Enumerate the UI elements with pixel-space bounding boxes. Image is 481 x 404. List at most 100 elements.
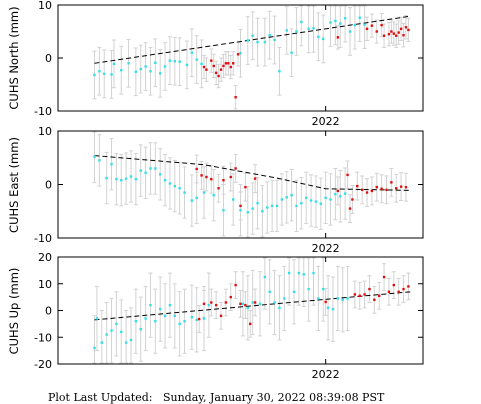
up-y-tick-label: -20	[34, 358, 52, 371]
east-data-point	[270, 204, 274, 208]
north-y-tick-label: 10	[38, 0, 52, 12]
north-data-point	[134, 70, 138, 73]
east-data-point	[275, 204, 279, 208]
east-y-axis-label: CUHS East (mm)	[7, 137, 21, 233]
north-data-point	[390, 30, 393, 33]
up-data-point	[283, 297, 286, 300]
north-data-point	[365, 27, 369, 31]
north-data-point	[312, 27, 315, 30]
up-data-point	[105, 333, 108, 336]
east-data-point	[346, 173, 349, 177]
north-data-point	[290, 51, 293, 54]
east-data-point	[343, 192, 347, 195]
east-data-point	[205, 175, 208, 179]
up-data-point	[190, 315, 194, 319]
east-data-point	[280, 198, 284, 201]
up-data-point	[368, 287, 371, 291]
north-data-point	[392, 32, 395, 35]
north-data-point	[251, 34, 254, 37]
east-data-point	[139, 169, 142, 172]
north-data-point	[139, 67, 142, 71]
up-data-point	[134, 320, 138, 323]
last-updated-footer: Plot Last Updated: Sunday, January 30, 2…	[48, 391, 385, 404]
up-data-point	[202, 317, 206, 320]
east-data-point	[202, 191, 206, 194]
east-data-point	[173, 184, 176, 188]
up-data-point	[168, 303, 172, 307]
north-data-point	[343, 17, 347, 20]
east-data-point	[105, 176, 108, 180]
east-data-point	[168, 182, 172, 185]
east-data-point	[120, 179, 123, 182]
north-data-point	[273, 38, 276, 42]
east-data-point	[256, 202, 259, 205]
east-trend-line	[94, 155, 411, 191]
up-data-point	[353, 293, 357, 296]
up-data-point	[341, 298, 344, 301]
north-data-point	[190, 51, 194, 54]
east-data-point	[295, 204, 298, 208]
east-y-tick-label: 10	[38, 125, 52, 138]
up-data-point	[219, 314, 223, 318]
up-data-point	[258, 302, 262, 306]
north-data-point	[336, 36, 340, 39]
up-data-point	[195, 318, 198, 322]
up-panel: CUHS Up (mm) -20 -10 0 10 20 2022	[7, 251, 424, 381]
east-x-tick-label: 2022	[312, 242, 340, 255]
north-panel: CUHS North (mm) -10 0 10 2022	[7, 0, 424, 128]
up-y-tick-label: 20	[38, 251, 52, 264]
north-data-point	[224, 62, 228, 65]
up-data-point	[324, 300, 327, 304]
north-data-point	[353, 23, 357, 27]
east-data-point	[98, 159, 101, 162]
east-data-point	[212, 194, 215, 197]
up-data-point	[402, 287, 405, 291]
up-data-point	[382, 275, 386, 279]
up-data-point	[358, 294, 361, 297]
north-data-point	[232, 62, 235, 65]
up-data-point	[100, 341, 103, 344]
north-data-point	[348, 30, 352, 33]
east-data-point	[390, 181, 393, 184]
north-y-axis-label: CUHS North (mm)	[7, 6, 21, 109]
north-data-point	[103, 72, 106, 76]
north-data-point	[285, 29, 288, 32]
east-data-point	[253, 177, 257, 180]
north-y-tick-label: -10	[34, 105, 52, 118]
north-data-point	[339, 22, 342, 25]
north-data-point	[98, 70, 101, 73]
up-data-point	[268, 290, 271, 293]
north-data-point	[210, 59, 213, 62]
up-data-point	[149, 303, 152, 307]
up-data-point	[234, 283, 237, 287]
up-data-point	[173, 314, 176, 318]
up-x-tick-label: 2022	[312, 368, 340, 381]
up-data-point	[331, 307, 335, 311]
up-data-point	[287, 271, 291, 275]
north-trend-line	[94, 15, 411, 64]
up-data-point	[197, 317, 201, 321]
east-data-point	[134, 177, 138, 181]
east-data-point	[385, 188, 388, 192]
up-data-point	[207, 303, 211, 307]
east-panel: CUHS East (mm) -10 0 10 2022	[7, 125, 424, 255]
north-data-point	[322, 37, 325, 41]
east-data-point	[365, 191, 369, 194]
east-data-point	[370, 189, 374, 193]
north-data-point	[239, 52, 242, 55]
north-data-point	[212, 64, 215, 68]
east-data-point	[251, 207, 254, 210]
north-data-point	[300, 20, 303, 24]
up-data-point	[302, 273, 305, 276]
north-data-point	[307, 27, 310, 31]
east-data-point	[232, 198, 235, 201]
up-y-tick-label: 0	[45, 305, 52, 318]
north-data-point	[407, 28, 410, 32]
east-data-point	[375, 185, 378, 189]
up-data-point	[326, 306, 330, 310]
east-data-point	[244, 185, 247, 189]
east-data-point	[360, 188, 364, 192]
east-data-point	[124, 177, 128, 180]
north-data-point	[395, 34, 398, 37]
north-data-point	[222, 64, 225, 68]
